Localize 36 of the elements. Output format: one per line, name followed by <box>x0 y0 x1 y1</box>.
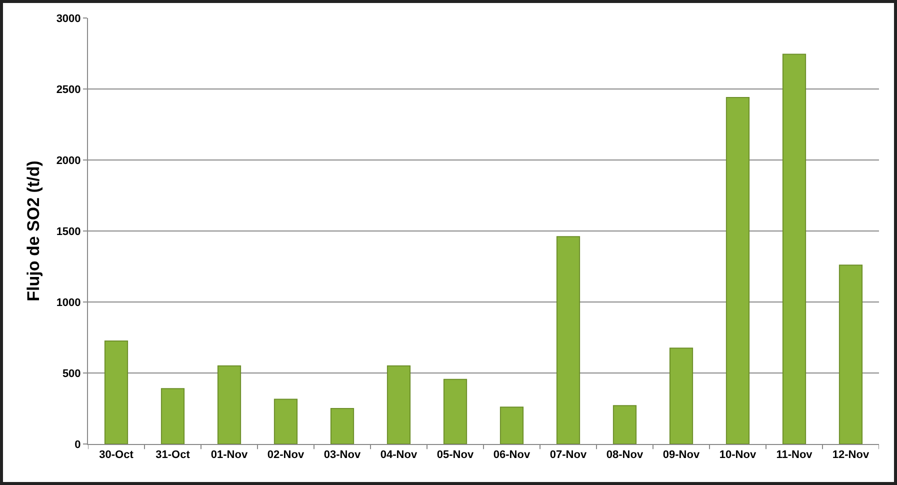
bar <box>838 264 863 444</box>
x-tick-label: 31-Oct <box>156 449 190 462</box>
x-tick-label: 02-Nov <box>267 449 305 462</box>
bar <box>330 408 354 444</box>
x-tick-label: 11-Nov <box>776 449 814 462</box>
x-tick-label: 05-Nov <box>436 449 474 462</box>
x-tick-label: 30-Oct <box>99 449 134 462</box>
y-tick-label: 1500 <box>56 226 81 238</box>
bar <box>782 54 806 444</box>
x-tick-label: 10-Nov <box>719 449 757 462</box>
x-tick-label: 12-Nov <box>832 449 870 462</box>
bar <box>726 97 750 444</box>
x-tick-label: 01-Nov <box>210 449 248 462</box>
x-tick-label: 09-Nov <box>662 449 700 462</box>
bar <box>217 365 242 444</box>
bar <box>556 236 580 444</box>
bar <box>500 406 524 444</box>
y-tick-label: 0 <box>74 438 81 451</box>
y-tick-label: 1000 <box>56 296 81 309</box>
y-axis-title: Flujo de SO2 (t/d) <box>24 160 43 302</box>
x-tick-label: 06-Nov <box>493 449 531 462</box>
bar <box>160 388 185 444</box>
y-tick-label: 500 <box>62 368 81 380</box>
x-tick-label: 07-Nov <box>550 449 588 462</box>
bar <box>612 405 637 444</box>
x-tick-label: 03-Nov <box>324 449 362 462</box>
y-tick-label: 2000 <box>56 154 81 167</box>
bar <box>669 348 694 444</box>
bar <box>104 340 128 444</box>
x-tick-label: 04-Nov <box>380 449 418 462</box>
bar <box>386 365 411 444</box>
y-tick-label: 3000 <box>56 12 81 25</box>
bar <box>443 378 468 444</box>
bar <box>274 398 298 444</box>
y-tick-label: 2500 <box>56 84 81 96</box>
x-tick-label: 08-Nov <box>606 449 644 462</box>
